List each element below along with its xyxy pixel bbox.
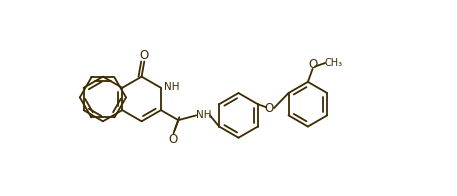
Text: O: O (168, 133, 177, 146)
Text: O: O (309, 58, 318, 71)
Text: NH: NH (196, 110, 212, 120)
Text: O: O (265, 102, 274, 114)
Text: O: O (140, 49, 149, 62)
Text: CH₃: CH₃ (324, 58, 343, 68)
Text: NH: NH (164, 82, 180, 92)
